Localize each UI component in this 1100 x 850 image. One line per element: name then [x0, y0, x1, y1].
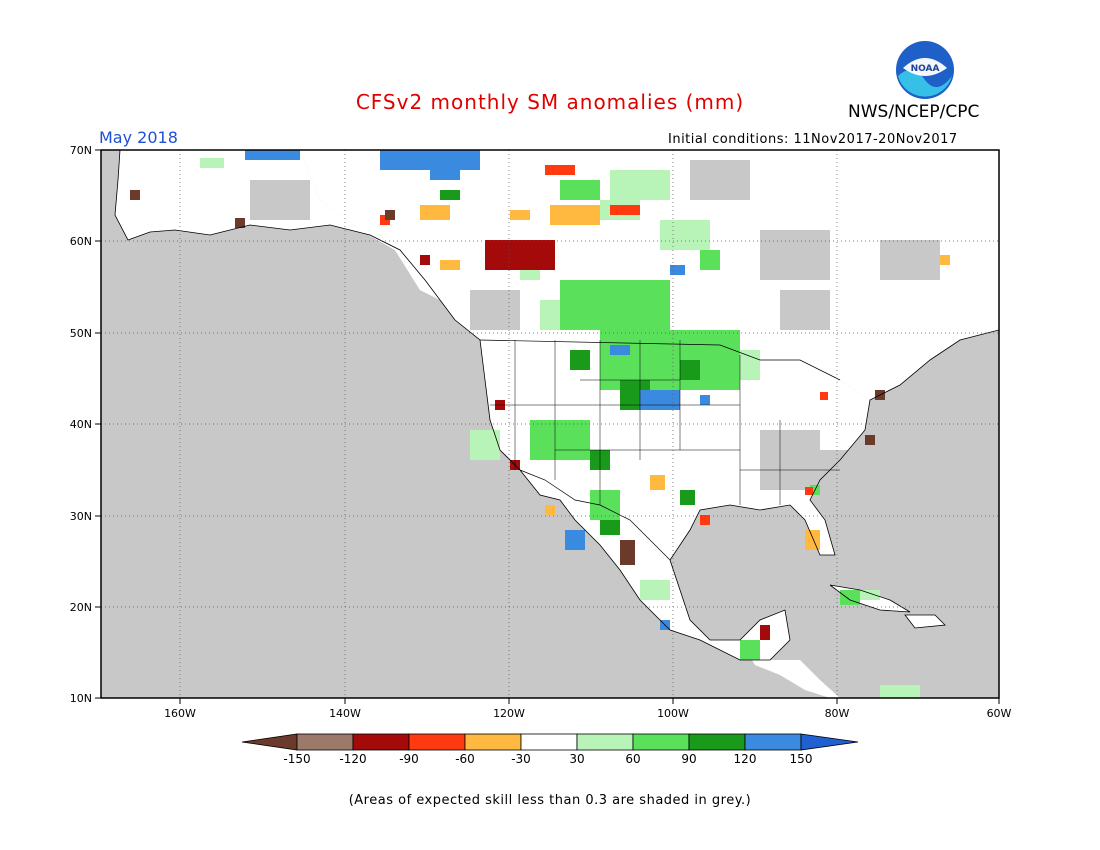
legend-swatch-60-90 [632, 733, 690, 751]
canada-landmass [300, 150, 999, 400]
legend-swatch-30-60 [576, 733, 634, 751]
anomaly-cells [130, 150, 950, 698]
legend-label-neg150: -150 [283, 752, 310, 766]
hispaniola-island [905, 615, 945, 628]
legend-label-90: 90 [681, 752, 696, 766]
legend-label-neg120: -120 [339, 752, 366, 766]
legend-swatch-120-90 [352, 733, 410, 751]
lon-label-60w: 60W [987, 707, 1012, 720]
legend-label-neg90: -90 [399, 752, 419, 766]
noaa-logo: NOAA [895, 40, 955, 100]
initial-conditions: Initial conditions: 11Nov2017-20Nov2017 [668, 132, 958, 147]
lon-label-160w: 160W [164, 707, 196, 720]
lon-label-140w: 140W [329, 707, 361, 720]
lat-label-70n: 70N [70, 144, 92, 157]
legend-label-neg30: -30 [511, 752, 531, 766]
map-figure: 70N 60N 50N 40N 30N 20N 10N 160W 140W 12… [70, 144, 1012, 766]
lon-label-120w: 120W [493, 707, 525, 720]
legend-swatch-60-30 [464, 733, 522, 751]
agency-label: NWS/NCEP/CPC [848, 102, 980, 122]
low-skill-patches [250, 160, 940, 550]
greenland-landmass [900, 150, 999, 210]
lon-label-80w: 80W [825, 707, 850, 720]
lat-label-30n: 30N [70, 510, 92, 523]
alaska-landmass [115, 150, 440, 300]
graticule [101, 150, 999, 698]
legend-colorbar [241, 733, 859, 751]
legend-label-60: 60 [625, 752, 640, 766]
legend-swatch-above-150 [800, 733, 859, 751]
lon-label-100w: 100W [657, 707, 689, 720]
noaa-logo-icon: NOAA [896, 41, 954, 99]
forecast-month: May 2018 [99, 128, 178, 147]
legend-label-120: 120 [734, 752, 757, 766]
legend-swatch-90-60 [408, 733, 466, 751]
legend-label-150: 150 [790, 752, 813, 766]
skill-footnote: (Areas of expected skill less than 0.3 a… [348, 793, 752, 808]
legend-swatch-neutral [520, 733, 578, 751]
lat-label-10n: 10N [70, 692, 92, 705]
legend-swatch-below-150 [241, 733, 298, 751]
coastlines [114, 150, 999, 661]
legend-swatch-150-120 [296, 733, 354, 751]
legend-label-neg60: -60 [455, 752, 475, 766]
lat-label-20n: 20N [70, 601, 92, 614]
legend-swatch-120-150 [744, 733, 802, 751]
legend-label-30: 30 [569, 752, 584, 766]
central-america-landmass [740, 640, 840, 698]
mexico-landmass [520, 470, 790, 660]
lat-label-50n: 50N [70, 327, 92, 340]
state-borders [490, 340, 840, 505]
legend-swatch-90-120 [688, 733, 746, 751]
logo-text: NOAA [911, 64, 940, 74]
axis-ticks [95, 149, 1000, 704]
lat-label-60n: 60N [70, 235, 92, 248]
map-title: CFSv2 monthly SM anomalies (mm) [355, 90, 745, 114]
lat-label-40n: 40N [70, 418, 92, 431]
